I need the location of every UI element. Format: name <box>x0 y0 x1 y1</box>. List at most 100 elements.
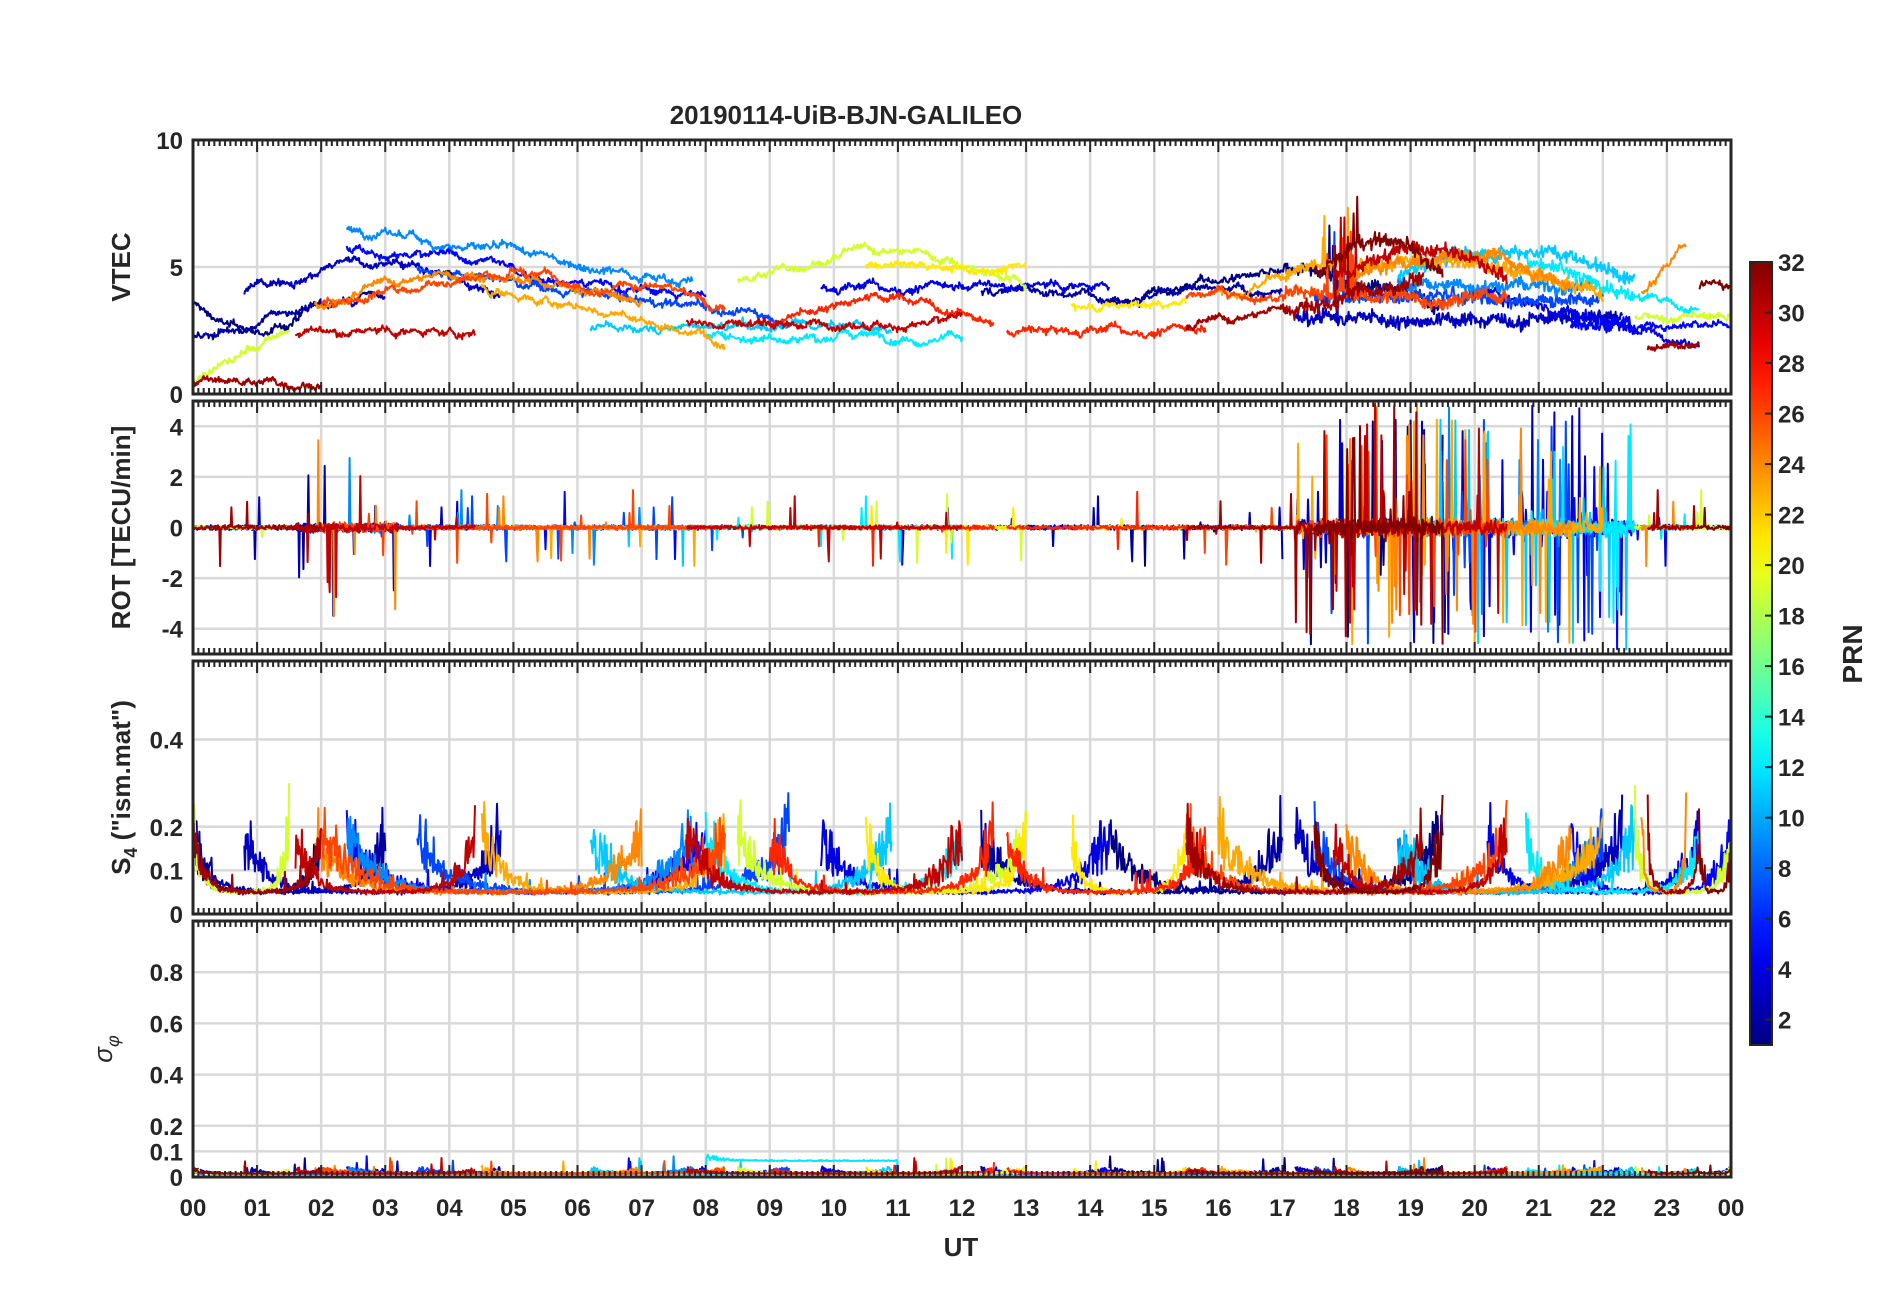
y-tick-label: -2 <box>162 566 183 593</box>
y-tick-label: 0.8 <box>150 960 183 987</box>
y-tick-label: 0 <box>170 382 183 409</box>
series-line-prn-32 <box>1698 808 1731 895</box>
series-line-prn-21 <box>864 812 1028 896</box>
series-lines <box>193 402 1731 651</box>
series-line-prn-31 <box>1185 404 1425 638</box>
colorbar-tick-label: 30 <box>1778 301 1805 328</box>
x-tick-label: 01 <box>244 1195 271 1222</box>
series-line-prn-19 <box>193 329 290 385</box>
colorbar-tick-label: 28 <box>1778 351 1805 378</box>
panel-3: 0 0.1 0.2 0.4 S4 ("ism.mat") <box>106 659 1733 929</box>
y-tick-label: 0 <box>170 1165 183 1192</box>
y-tick-label: 5 <box>170 255 183 282</box>
series-line-prn-12 <box>1525 256 1700 315</box>
colorbar-tick-label: 10 <box>1778 806 1805 833</box>
series-line-prn-9 <box>1396 273 1591 298</box>
x-axis-label: UT <box>944 1232 979 1262</box>
colorbar-label: PRN <box>1837 624 1868 683</box>
series-line-prn-30 <box>686 495 963 563</box>
colorbar-tick-label: 20 <box>1778 553 1805 580</box>
series-line-prn-31 <box>1185 235 1425 332</box>
grid-lines <box>193 921 1731 1179</box>
x-tick-label: 02 <box>308 1195 335 1222</box>
x-tick-label: 16 <box>1205 1195 1232 1222</box>
y-tick-label: 0 <box>170 516 183 543</box>
colorbar-tick-label: 26 <box>1778 402 1805 429</box>
series-line-prn-27 <box>1005 826 1207 896</box>
series-line-prn-26 <box>320 806 726 896</box>
y-tick-label: 0.6 <box>150 1011 183 1038</box>
tick-marks <box>192 921 1732 1177</box>
series-line-prn-4 <box>820 819 1111 896</box>
y-axis-label: VTEC <box>106 232 136 302</box>
colorbar-tick-label: 24 <box>1778 452 1805 479</box>
panel-1: 0 5 10 VTEC <box>106 128 1733 409</box>
series-line-prn-32 <box>1313 794 1444 896</box>
series-line-prn-21 <box>1070 297 1188 313</box>
series-line-prn-30 <box>685 311 963 334</box>
x-tick-label: 15 <box>1141 1195 1168 1222</box>
x-tick-label: 07 <box>628 1195 655 1222</box>
series-line-prn-2 <box>193 290 386 341</box>
series-line-prn-4 <box>820 277 1111 297</box>
x-tick-label: 17 <box>1269 1195 1296 1222</box>
series-line-prn-11 <box>589 524 893 567</box>
series-line-prn-31 <box>1646 794 1700 895</box>
series-line-prn-26 <box>320 489 726 564</box>
series-line-prn-5 <box>1569 315 1731 334</box>
series-line-prn-32 <box>1313 195 1444 278</box>
y-tick-label: 0.4 <box>150 1063 184 1090</box>
x-tick-label: 00 <box>1718 1195 1745 1222</box>
panel-2: -4 -2 0 2 4 ROT [TECU/min] <box>106 399 1733 656</box>
y-tick-label: 4 <box>170 414 184 441</box>
x-tick-label: 10 <box>820 1195 847 1222</box>
series-line-prn-12 <box>1524 812 1700 896</box>
colorbar-tick-label: 32 <box>1778 250 1805 277</box>
y-tick-label: 0.4 <box>150 728 184 755</box>
series-line-prn-5 <box>1569 466 1731 651</box>
series-line-prn-30 <box>685 817 963 896</box>
series-line-prn-30 <box>294 805 476 896</box>
colorbar-tick-label: 16 <box>1778 654 1805 681</box>
y-tick-label: -4 <box>162 617 184 644</box>
series-line-prn-31 <box>1185 802 1425 896</box>
series-line-prn-26 <box>320 266 726 313</box>
series-line-prn-7 <box>1313 231 1604 310</box>
series-line-prn-21 <box>864 259 1028 277</box>
x-tick-label: 04 <box>436 1195 463 1222</box>
series-line-prn-27 <box>1006 490 1207 551</box>
colorbar-tick-label: 4 <box>1778 957 1792 984</box>
series-line-prn-30 <box>294 324 476 341</box>
y-tick-label: 2 <box>170 465 183 492</box>
x-tick-label: 08 <box>692 1195 719 1222</box>
tick-marks <box>192 140 1732 394</box>
series-lines <box>193 195 1731 393</box>
x-tick-labels: 00 01 02 03 04 05 06 07 08 09 10 11 12 13 14 15 16 17 18 19… <box>180 1195 1745 1222</box>
series-line-prn-31 <box>193 821 323 896</box>
series-line-prn-26 <box>1185 230 1508 311</box>
x-tick-label: 06 <box>564 1195 591 1222</box>
colorbar-tick-label: 2 <box>1778 1008 1791 1035</box>
series-line-prn-2 <box>193 474 387 617</box>
series-line-prn-32 <box>1698 506 1731 531</box>
x-tick-label: 18 <box>1333 1195 1360 1222</box>
x-tick-label: 21 <box>1525 1195 1552 1222</box>
x-tick-label: 19 <box>1397 1195 1424 1222</box>
tick-marks <box>192 661 1732 914</box>
series-line-prn-9 <box>345 225 694 289</box>
y-tick-label: 0.2 <box>150 1114 183 1141</box>
chart-title: 20190114-UiB-BJN-GALILEO <box>670 100 1023 130</box>
series-line-prn-24 <box>1640 243 1687 295</box>
y-tick-label: 0.1 <box>150 858 183 885</box>
x-tick-label: 22 <box>1589 1195 1616 1222</box>
x-tick-label: 14 <box>1077 1195 1104 1222</box>
x-tick-label: 05 <box>500 1195 527 1222</box>
colorbar-bar <box>1749 261 1773 1046</box>
series-line-prn-19 <box>1633 489 1731 532</box>
y-axis-label: S4 ("ism.mat") <box>106 700 141 875</box>
series-line-prn-31 <box>1646 489 1700 532</box>
series-line-prn-30 <box>1332 216 1508 284</box>
y-tick-label: 0.2 <box>150 815 183 842</box>
